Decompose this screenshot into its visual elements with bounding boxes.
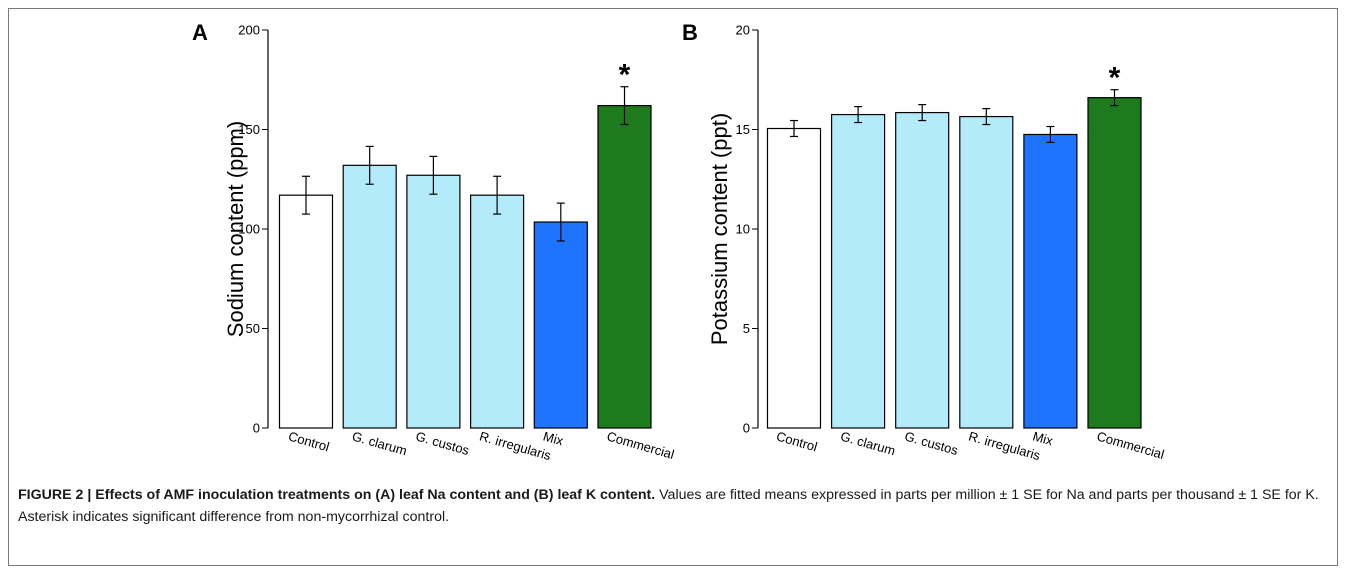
panel-a-bar	[342, 164, 397, 429]
panel-a-x-tick-label: Mix	[541, 428, 565, 448]
panel-a-bar	[278, 194, 334, 429]
panel-a-y-tick-label: 50	[246, 321, 260, 336]
panel-a-x-tick-label: Commercial	[605, 428, 676, 462]
panel-b-significance-marker: *	[1109, 62, 1121, 95]
panel-b-y-axis-title: Potassium content (ppt)	[707, 113, 732, 345]
panel-a-y-tick-label: 150	[238, 122, 260, 137]
panel-b-chart: B 0 5 10 15 20 Potassium content (ppt) Control G…	[682, 20, 1166, 463]
panel-a-y-tick-label: 100	[238, 222, 260, 237]
panel-a-x-tick-label: Control	[287, 428, 332, 454]
panel-a-chart: A 0 50 100 150 200 Sodium content (ppm) Control…	[192, 20, 676, 463]
panel-b-bar	[1087, 97, 1142, 429]
panel-b-y-tick-label: 5	[743, 321, 750, 336]
panel-b-x-tick-label: G. custos	[903, 428, 960, 458]
panel-a-bar	[597, 105, 652, 429]
panel-b-bar	[766, 127, 822, 429]
caption-title: FIGURE 2 | Effects of AMF inoculation tr…	[18, 487, 656, 503]
panel-a-y-axis-title: Sodium content (ppm)	[223, 121, 248, 337]
panel-b-x-tick-label: G. clarum	[839, 428, 897, 458]
panel-b-bar	[895, 111, 950, 429]
panel-b-x-tick-label: Commercial	[1095, 428, 1166, 462]
panel-a-x-tick-label: G. custos	[414, 428, 471, 458]
panel-b-bar	[830, 113, 886, 429]
panel-b-x-tick-label: R. irregularis	[967, 428, 1042, 463]
panel-a-bar	[406, 174, 461, 429]
panel-b-y-tick-label: 20	[736, 23, 750, 38]
panel-b-y-tick-label: 10	[736, 222, 750, 237]
panel-a-y-tick-label: 200	[238, 23, 260, 38]
panel-a-significance-marker: *	[619, 59, 631, 92]
caption-body: Values are fitted means expressed in par…	[18, 487, 1319, 525]
panel-a-bar	[533, 221, 588, 429]
panel-b-bar	[1023, 133, 1078, 429]
panel-a-label: A	[192, 20, 208, 45]
figure-caption: FIGURE 2 | Effects of AMF inoculation tr…	[18, 484, 1328, 528]
panel-b-y-tick-label: 0	[743, 421, 750, 436]
panel-b-bar	[959, 115, 1014, 429]
panel-a-y-tick-label: 0	[253, 421, 260, 436]
panel-b-x-tick-label: Mix	[1031, 428, 1055, 448]
panel-a-bar	[470, 194, 525, 429]
panel-b-label: B	[682, 20, 698, 45]
panel-a-x-tick-label: G. clarum	[350, 428, 408, 458]
panel-b-x-tick-label: Control	[775, 428, 820, 454]
panel-a-x-tick-label: R. irregularis	[478, 428, 553, 463]
panel-b-y-tick-label: 15	[736, 122, 750, 137]
